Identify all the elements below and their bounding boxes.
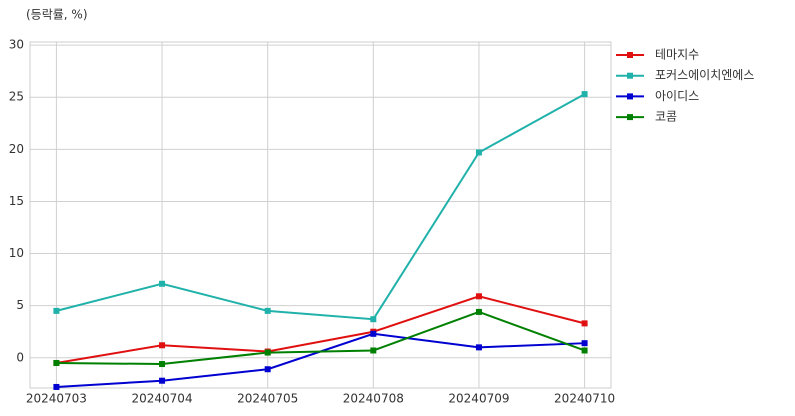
point — [370, 330, 377, 337]
point — [581, 91, 588, 98]
point — [264, 349, 271, 356]
point — [475, 344, 482, 351]
y-tick-label: 0 — [16, 350, 24, 364]
y-tick-label: 5 — [16, 298, 24, 312]
legend-label: 코콤 — [655, 110, 677, 124]
y-tick-label: 20 — [9, 142, 24, 156]
point — [159, 361, 166, 368]
legend-marker — [627, 93, 633, 100]
point — [53, 383, 60, 390]
x-tick-label: 20240705 — [237, 392, 298, 406]
legend-label: 아이디스 — [655, 89, 699, 103]
y-tick-label: 30 — [9, 38, 24, 52]
series-line — [56, 93, 586, 321]
point — [264, 307, 271, 314]
point — [159, 342, 166, 349]
legend-marker — [627, 72, 633, 79]
legend-marker — [627, 52, 633, 58]
point — [370, 347, 377, 354]
point — [475, 308, 482, 315]
x-tick-label: 20240704 — [132, 392, 193, 406]
point — [475, 293, 482, 300]
annotation: (등락률, %) — [26, 8, 88, 22]
y-tick-label: 15 — [9, 194, 24, 208]
point — [475, 149, 482, 156]
point — [581, 347, 588, 354]
point — [264, 366, 271, 373]
point — [53, 359, 60, 366]
x-tick-label: 20240708 — [343, 392, 404, 406]
point — [159, 280, 166, 287]
point — [581, 320, 588, 327]
x-tick-label: 20240709 — [448, 392, 509, 406]
series-line — [56, 310, 585, 366]
series-line — [56, 295, 585, 364]
x-tick-label: 20240710 — [554, 392, 615, 406]
legend-marker — [627, 114, 633, 121]
legend-label: 포커스에이치엔에스 — [655, 68, 754, 82]
y-tick-label: 25 — [9, 90, 24, 104]
x-tick-label: 20240703 — [26, 392, 87, 406]
y-tick-label: 10 — [9, 246, 24, 260]
point — [53, 307, 60, 314]
plot-frame — [29, 41, 612, 389]
point — [581, 340, 588, 347]
point — [370, 316, 377, 323]
point — [159, 377, 166, 384]
legend-label: 테마지수 — [655, 48, 699, 62]
